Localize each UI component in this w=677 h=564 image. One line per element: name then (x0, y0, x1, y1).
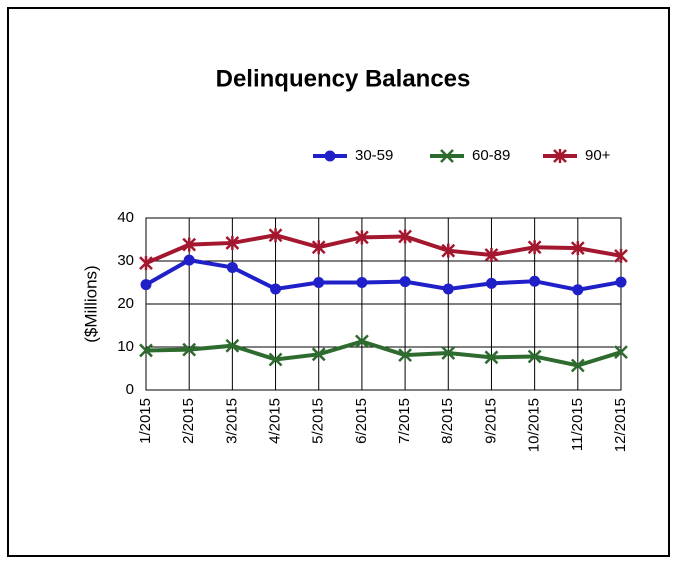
y-axis-label: ($Millions) (81, 265, 100, 342)
x-tick-label: 4/2015 (267, 398, 284, 444)
x-tick-label: 1/2015 (137, 398, 154, 444)
x-tick-label: 2/2015 (180, 398, 197, 444)
data-point (484, 247, 499, 262)
legend-marker (553, 149, 567, 163)
x-tick-label: 6/2015 (353, 398, 370, 444)
x-tick-label: 10/2015 (526, 398, 543, 452)
y-tick-label: 20 (117, 295, 134, 312)
data-point (441, 346, 456, 360)
data-point (355, 230, 369, 245)
data-point (614, 248, 628, 263)
data-point (442, 283, 454, 295)
data-point (140, 279, 152, 291)
legend-label: 90+ (585, 147, 611, 164)
legend-marker (324, 150, 336, 162)
y-tick-label: 40 (117, 209, 134, 226)
data-point (570, 358, 585, 373)
data-point (399, 276, 411, 288)
data-point (398, 348, 412, 363)
data-point (572, 284, 584, 296)
data-point (355, 334, 369, 349)
x-tick-label: 12/2015 (612, 398, 629, 452)
data-point (268, 228, 283, 243)
data-point (485, 277, 497, 289)
data-point (484, 350, 499, 365)
x-tick-label: 3/2015 (223, 398, 240, 444)
data-point (527, 349, 542, 364)
data-point (139, 343, 153, 358)
data-point (311, 240, 326, 255)
data-point (225, 235, 240, 250)
plot-frame (145, 217, 622, 391)
x-tick-label: 9/2015 (482, 398, 499, 444)
y-tick-label: 30 (117, 252, 134, 269)
x-tick-label: 5/2015 (310, 398, 327, 444)
x-tick-label: 8/2015 (439, 398, 456, 444)
series-line (145, 339, 622, 368)
data-point (139, 256, 153, 271)
data-point (225, 338, 240, 353)
legend-label: 60-89 (472, 147, 510, 164)
data-point (182, 342, 197, 357)
series-line (145, 258, 622, 292)
data-point (615, 276, 627, 288)
chart-title: Delinquency Balances (216, 65, 471, 92)
y-tick-label: 0 (126, 381, 134, 398)
legend-label: 30-59 (355, 147, 393, 164)
data-point (356, 277, 368, 288)
data-point (313, 277, 325, 288)
data-point (268, 352, 283, 367)
data-point (570, 241, 585, 256)
data-point (270, 283, 282, 295)
x-tick-label: 11/2015 (569, 398, 586, 451)
data-point (529, 275, 541, 287)
data-point (182, 237, 197, 252)
series-line (145, 233, 622, 265)
legend-marker (440, 149, 454, 163)
data-point (441, 243, 456, 258)
y-tick-label: 10 (117, 338, 134, 355)
x-tick-label: 7/2015 (396, 398, 413, 444)
data-point (183, 254, 195, 266)
data-point (398, 229, 412, 244)
data-point (226, 261, 238, 273)
data-point (527, 240, 542, 255)
data-point (311, 347, 326, 362)
data-point (614, 345, 628, 360)
